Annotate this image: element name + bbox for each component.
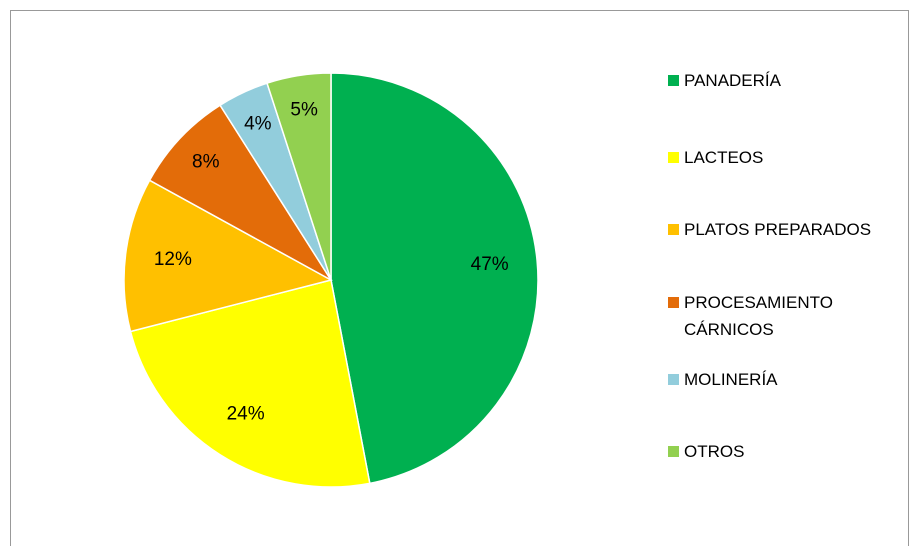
data-label: 24% — [227, 404, 265, 425]
legend-label: PROCESAMIENTO CÁRNICOS — [684, 293, 833, 339]
pie-slice — [123, 179, 334, 333]
legend-label: PANADERÍA — [684, 71, 781, 90]
frame — [10, 10, 909, 546]
pie-slice — [266, 72, 332, 281]
legend-swatch — [668, 224, 679, 235]
data-label: 8% — [192, 151, 220, 172]
pie-slice — [148, 104, 332, 281]
data-label: 4% — [244, 114, 272, 135]
data-label: 47% — [471, 254, 509, 275]
legend-label: PLATOS PREPARADOS — [684, 220, 872, 239]
pie-slice — [129, 279, 371, 488]
legend-swatch — [668, 297, 679, 308]
legend-label: OTROS — [684, 442, 745, 461]
legend-swatch — [668, 152, 679, 163]
pie-slice — [330, 72, 539, 485]
data-label: 5% — [290, 99, 318, 120]
legend-swatch — [668, 374, 679, 385]
legend-label: LACTEOS — [684, 148, 764, 167]
legend-label: MOLINERÍA — [684, 370, 778, 389]
legend-swatch — [668, 75, 679, 86]
legend-swatch — [668, 446, 679, 457]
data-label: 12% — [154, 249, 192, 270]
